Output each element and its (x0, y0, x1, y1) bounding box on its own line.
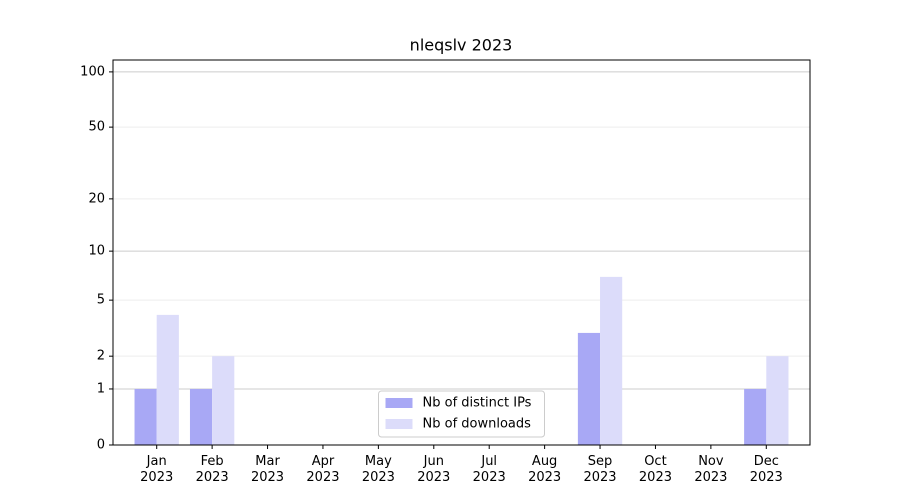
y-tick-label: 0 (97, 438, 105, 453)
bar (744, 388, 767, 445)
y-tick-label: 10 (88, 244, 105, 259)
plot-frame (112, 59, 811, 446)
y-tick-label: 2 (97, 349, 105, 364)
bar (212, 356, 235, 445)
x-tick-label: Apr 2023 (306, 454, 339, 485)
x-tick-label: May 2023 (362, 454, 395, 485)
bar (134, 388, 157, 445)
y-tick-label: 100 (80, 64, 105, 79)
legend-swatch (385, 398, 413, 408)
legend-label: Nb of downloads (423, 417, 532, 432)
legend-swatch (385, 419, 413, 429)
x-tick-label: Dec 2023 (750, 454, 783, 485)
x-tick-label: Oct 2023 (639, 454, 672, 485)
x-tick-label: Nov 2023 (694, 454, 727, 485)
bar (156, 314, 179, 445)
chart-title: nleqslv 2023 (410, 36, 513, 55)
bar (766, 356, 789, 445)
legend-label: Nb of distinct IPs (423, 396, 532, 411)
x-tick-label: Jun 2023 (417, 454, 450, 485)
x-tick-label: Feb 2023 (196, 454, 229, 485)
x-tick-label: Sep 2023 (583, 454, 616, 485)
x-tick-label: Jul 2023 (473, 454, 506, 485)
y-tick-label: 20 (88, 191, 105, 206)
x-tick-label: Aug 2023 (528, 454, 561, 485)
bar (600, 276, 623, 445)
y-tick-label: 5 (97, 293, 105, 308)
x-tick-label: Jan 2023 (140, 454, 173, 485)
x-tick-label: Mar 2023 (251, 454, 284, 485)
bar (189, 388, 213, 445)
bar (577, 332, 601, 445)
legend: Nb of distinct IPs Nb of downloads (378, 390, 545, 438)
y-tick-label: 50 (88, 120, 105, 135)
y-tick-label: 1 (97, 381, 105, 396)
legend-box (378, 390, 545, 438)
